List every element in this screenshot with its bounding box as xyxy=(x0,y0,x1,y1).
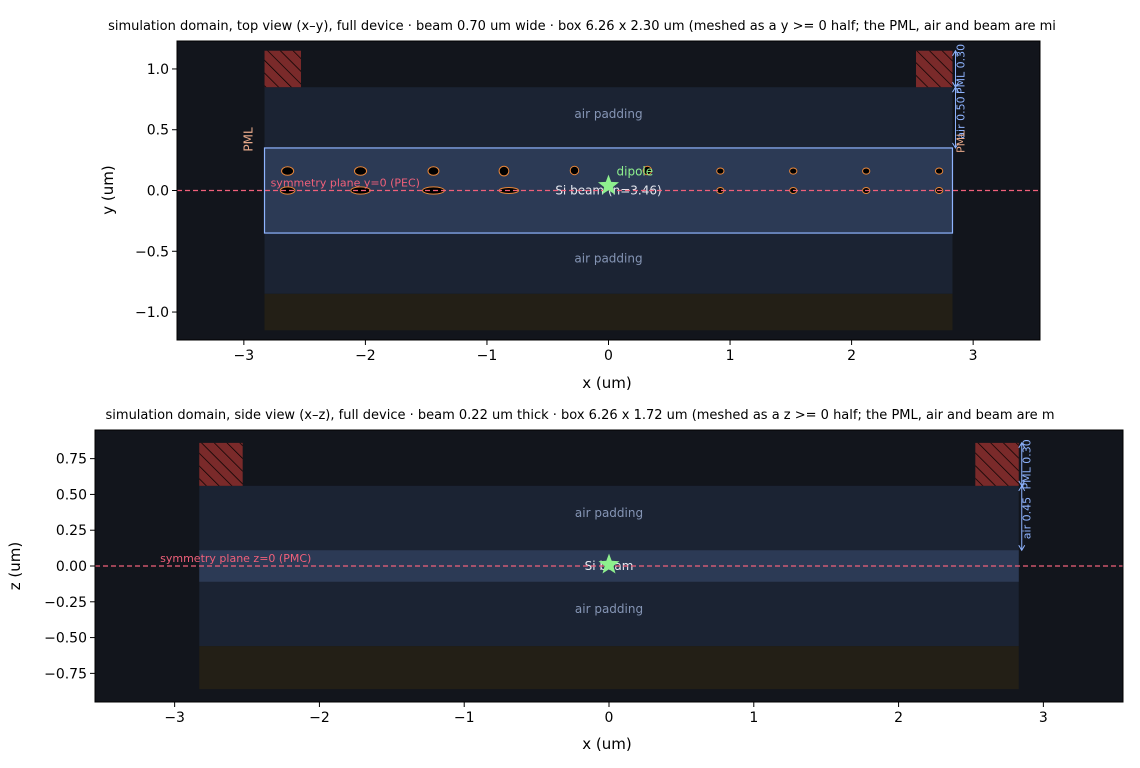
air-dimension-label: air 0.45 xyxy=(1021,497,1034,539)
si-beam-label: Si beam (n=3.46) xyxy=(555,184,661,198)
air-dimension-arrow-head xyxy=(952,142,959,149)
pml-corner-hatch xyxy=(975,442,1019,486)
x-tick-label: 0 xyxy=(604,348,613,364)
y-tick-label: −0.50 xyxy=(44,631,87,647)
side-view-y-axis-label: z (um) xyxy=(6,542,24,590)
photonic-hole xyxy=(789,167,798,175)
dipole-marker xyxy=(598,553,620,574)
symmetry-plane-label: symmetry plane y=0 (PEC) xyxy=(271,177,420,190)
photonic-hole xyxy=(716,167,725,175)
x-tick-label: 2 xyxy=(847,348,856,364)
x-tick-label: −3 xyxy=(164,710,185,726)
air-padding-label: air padding xyxy=(574,252,642,266)
pml-dimension-arrow-head xyxy=(952,49,959,56)
y-tick-label: 0.75 xyxy=(56,452,87,468)
photonic-hole xyxy=(498,165,510,177)
top-view-panel: simulation domain, top view (x–y), full … xyxy=(99,19,1056,392)
pml-dimension-label: PML 0.30 xyxy=(1021,439,1034,489)
photonic-hole xyxy=(642,165,653,176)
y-tick-label: −1.0 xyxy=(135,305,169,321)
x-tick-label: 3 xyxy=(1039,710,1048,726)
x-tick-label: 3 xyxy=(969,348,978,364)
pml-dimension-arrow-head xyxy=(1018,480,1026,487)
x-tick-label: 0 xyxy=(605,710,614,726)
y-tick-label: 0.50 xyxy=(56,487,87,503)
air-padding-label: air padding xyxy=(575,506,643,520)
pml-corner-hatch xyxy=(916,50,953,88)
pml-side-label: PML xyxy=(241,127,255,152)
pml-dimension-extra-label: PML xyxy=(954,130,967,153)
top-view-y-axis-label: y (um) xyxy=(99,165,117,214)
side-view-title: simulation domain, side view (x–z), full… xyxy=(106,408,1055,423)
x-tick-label: 2 xyxy=(894,710,903,726)
photonic-hole xyxy=(279,186,296,195)
dipole-label: dipole xyxy=(617,165,654,179)
axes-frame xyxy=(176,40,1041,341)
pml-dimension-label: PML 0.30 xyxy=(954,44,967,94)
side-view-panel: simulation domain, side view (x–z), full… xyxy=(6,408,1124,753)
pml-dimension-arrow-head xyxy=(1018,441,1026,449)
x-tick-label: −3 xyxy=(234,348,255,364)
photonic-hole xyxy=(427,166,440,176)
y-tick-label: −0.25 xyxy=(44,595,87,611)
side-view-x-axis-label: x (um) xyxy=(582,735,631,753)
x-tick-label: −2 xyxy=(355,348,376,364)
y-tick-label: −0.75 xyxy=(44,666,87,682)
x-tick-label: −1 xyxy=(454,710,475,726)
pml-bottom-region xyxy=(199,646,1019,690)
photonic-hole xyxy=(862,167,871,175)
y-tick-label: −0.5 xyxy=(135,244,169,260)
air-dimension-arrow-head xyxy=(1018,544,1026,552)
axes-frame xyxy=(94,429,1124,703)
photonic-hole xyxy=(934,167,944,175)
pml-corner-hatch xyxy=(199,442,243,486)
air-padding-label: air padding xyxy=(574,107,642,121)
dipole-marker xyxy=(598,174,619,195)
symmetry-plane-label: symmetry plane z=0 (PMC) xyxy=(160,552,311,565)
pml-corner-hatch xyxy=(264,50,301,88)
photonic-hole xyxy=(353,166,368,176)
photonic-hole xyxy=(281,166,295,176)
y-tick-label: 0.25 xyxy=(56,523,87,539)
y-tick-label: 0.5 xyxy=(147,123,169,139)
y-tick-label: 0.0 xyxy=(147,184,169,200)
y-tick-label: 0.00 xyxy=(56,559,87,575)
top-view-x-axis-label: x (um) xyxy=(582,374,631,392)
top-view-title: simulation domain, top view (x–y), full … xyxy=(108,19,1056,34)
air-dimension-label: air 0.50 xyxy=(954,96,967,138)
photonic-hole xyxy=(569,165,580,176)
air-padding-label: air padding xyxy=(575,602,643,616)
x-tick-label: 1 xyxy=(749,710,758,726)
pml-dimension-arrow-head xyxy=(952,81,959,89)
x-tick-label: 1 xyxy=(726,348,735,364)
x-tick-label: −1 xyxy=(477,348,498,364)
top-view-plot-area: air padding air padding Si beam (n=3.46) sy… xyxy=(135,40,1041,364)
y-tick-label: 1.0 xyxy=(147,62,169,78)
x-tick-label: −2 xyxy=(309,710,330,726)
pml-bottom-region xyxy=(264,293,953,331)
